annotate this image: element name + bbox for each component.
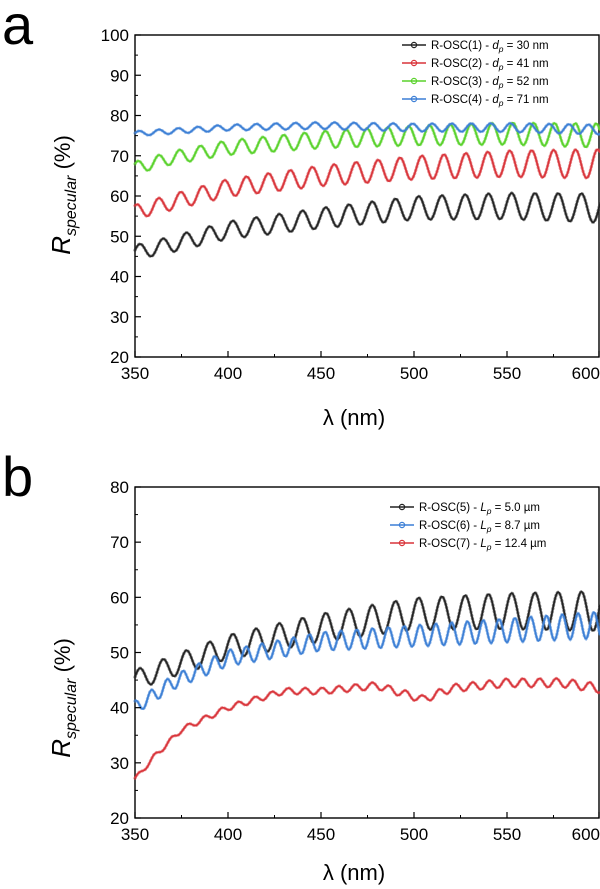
panel-b-y-axis-unit: (%) — [50, 638, 75, 678]
panel-b: b 350 400 450 500 550 600 20 30 40 50 60 70 80 λ (n… — [2, 445, 600, 885]
legend-marker — [398, 521, 406, 529]
x-tick-label: 400 — [214, 364, 242, 383]
legend-marker — [410, 77, 418, 85]
legend-marker — [410, 59, 418, 67]
y-tick-label: 80 — [110, 107, 129, 126]
panel-a-legend: R-OSC(1) - dp = 30 nm R-OSC(2) - dp = 41 … — [402, 40, 549, 108]
panel-b-x-ticks: 350 400 450 500 550 600 — [121, 812, 600, 844]
y-tick-label: 30 — [110, 308, 129, 327]
y-tick-label: 60 — [110, 187, 129, 206]
x-tick-label: 350 — [121, 364, 149, 383]
panel-a-y-axis-title: Rspecular (%) — [46, 135, 80, 255]
x-tick-label: 600 — [572, 364, 600, 383]
y-tick-label: 70 — [110, 533, 129, 552]
x-tick-label: 350 — [121, 825, 149, 844]
panel-a-x-ticks: 350 400 450 500 550 600 — [121, 351, 600, 383]
x-tick-label: 400 — [214, 825, 242, 844]
y-tick-label: 30 — [110, 754, 129, 773]
panel-a-y-axis-subscript: specular — [63, 175, 80, 236]
series-line — [134, 677, 600, 779]
panel-letter-b: b — [2, 445, 33, 508]
y-tick-label: 50 — [110, 227, 129, 246]
legend-label: R-OSC(6) - Lp = 8.7 µm — [419, 520, 540, 534]
x-tick-label: 500 — [400, 364, 428, 383]
y-tick-label: 40 — [110, 699, 129, 718]
panel-b-y-ticks: 20 30 40 50 60 70 80 — [110, 478, 141, 828]
series-markers — [133, 191, 600, 258]
panel-b-x-axis-symbol: λ — [323, 860, 334, 885]
panel-b-y-axis-symbol: R — [46, 739, 76, 758]
panel-b-legend: R-OSC(5) - Lp = 5.0 µm R-OSC(6) - Lp = 8.… — [390, 502, 546, 552]
y-tick-label: 20 — [110, 809, 129, 828]
panel-a-y-axis-unit: (%) — [50, 135, 75, 175]
panel-a-y-ticks: 20 30 40 50 60 70 80 90 100 — [101, 26, 141, 367]
legend-label: R-OSC(7) - Lp = 12.4 µm — [419, 538, 546, 552]
y-tick-label: 70 — [110, 147, 129, 166]
series-markers — [133, 676, 600, 780]
panel-a-y-axis-symbol: R — [46, 236, 76, 255]
y-tick-label: 50 — [110, 644, 129, 663]
legend-label: R-OSC(5) - Lp = 5.0 µm — [419, 502, 540, 516]
panel-letter-a: a — [2, 0, 34, 56]
legend-label: R-OSC(2) - dp = 41 nm — [431, 58, 549, 72]
series-markers — [133, 120, 600, 137]
panel-a-plot-area — [133, 34, 600, 358]
legend-label: R-OSC(1) - dp = 30 nm — [431, 40, 549, 54]
y-tick-label: 40 — [110, 268, 129, 287]
panel-b-plot-area — [133, 486, 600, 819]
y-tick-label: 60 — [110, 588, 129, 607]
y-tick-label: 80 — [110, 478, 129, 497]
x-tick-label: 500 — [400, 825, 428, 844]
legend-marker — [410, 95, 418, 103]
series-markers — [133, 589, 600, 687]
y-tick-label: 90 — [110, 66, 129, 85]
x-tick-label: 450 — [307, 364, 335, 383]
panel-a-x-axis-title: λ (nm) — [323, 405, 385, 430]
panel-b-x-axis-title: λ (nm) — [323, 860, 385, 885]
series-markers — [133, 610, 600, 711]
panel-b-y-axis-title: Rspecular (%) — [46, 638, 80, 758]
x-tick-label: 600 — [572, 825, 600, 844]
x-tick-label: 550 — [493, 364, 521, 383]
x-tick-label: 550 — [493, 825, 521, 844]
series-markers — [133, 147, 600, 218]
legend-marker — [410, 41, 418, 49]
legend-marker — [398, 503, 406, 511]
legend-label: R-OSC(3) - dp = 52 nm — [431, 76, 549, 90]
series-line — [134, 611, 600, 710]
legend-marker — [398, 539, 406, 547]
panel-a: a 350 400 450 500 550 600 20 30 40 50 60 70 80 90 100… — [2, 0, 600, 430]
panel-b-x-axis-unit: (nm) — [334, 860, 385, 885]
y-tick-label: 20 — [110, 348, 129, 367]
x-tick-label: 450 — [307, 825, 335, 844]
legend-label: R-OSC(4) - dp = 71 nm — [431, 94, 549, 108]
panel-b-y-axis-subscript: specular — [63, 678, 80, 739]
panel-a-x-axis-symbol: λ — [323, 405, 334, 430]
y-tick-label: 100 — [101, 26, 129, 45]
panel-a-x-axis-unit: (nm) — [334, 405, 385, 430]
